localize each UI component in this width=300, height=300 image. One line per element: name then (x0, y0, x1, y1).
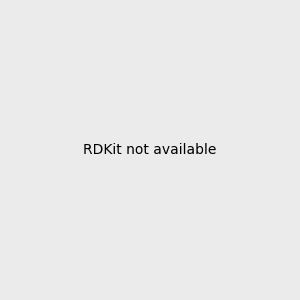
Text: RDKit not available: RDKit not available (83, 143, 217, 157)
